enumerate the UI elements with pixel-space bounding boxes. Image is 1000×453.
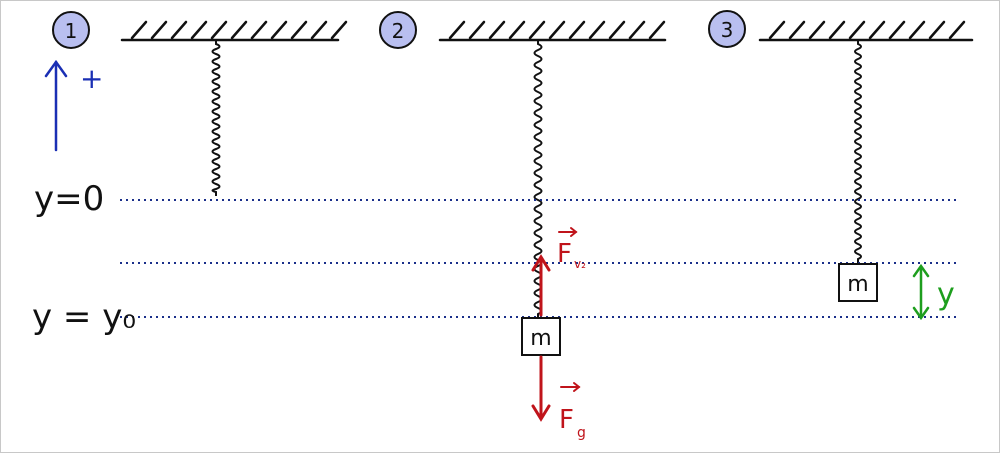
displacement-arrow [912, 263, 930, 321]
ceiling-2 [438, 20, 667, 42]
step-1-label: 1 [65, 19, 78, 43]
gravity-force-arrow [531, 355, 551, 422]
spring-1 [211, 40, 221, 196]
level-y0-label: y=0 [34, 179, 104, 219]
spring-force-label: F [557, 239, 572, 269]
springs [211, 40, 862, 318]
ceiling-supports [120, 20, 974, 42]
mass-block-2: m [521, 317, 561, 356]
mass-block-3: m [838, 263, 878, 302]
gravity-force-vector-mark [560, 382, 581, 392]
ceiling-1 [120, 20, 348, 42]
ceiling-3 [758, 20, 974, 42]
positive-direction-label: + [80, 62, 103, 95]
mass-2-label: m [530, 326, 551, 351]
spring-force-vector-mark [558, 227, 578, 237]
gravity-force-label-group: F g [559, 382, 586, 441]
spring-force-label-group: F v₂ [557, 227, 586, 271]
step-3-marker: 3 [708, 10, 746, 48]
spring-force-subscript: v₂ [574, 257, 586, 271]
step-1-marker: 1 [52, 11, 90, 49]
step-3-label: 3 [721, 18, 734, 42]
displacement-label: y [937, 277, 955, 312]
step-2-marker: 2 [379, 11, 417, 49]
mass-3-label: m [847, 272, 868, 297]
gravity-force-subscript: g [577, 425, 586, 441]
spring-3 [854, 40, 862, 263]
level-y-eq-label: y = y₀ [32, 297, 136, 337]
spring-force-arrow [531, 254, 551, 317]
gravity-force-label: F [559, 405, 574, 435]
positive-direction-arrow [44, 59, 68, 152]
step-2-label: 2 [392, 19, 405, 43]
